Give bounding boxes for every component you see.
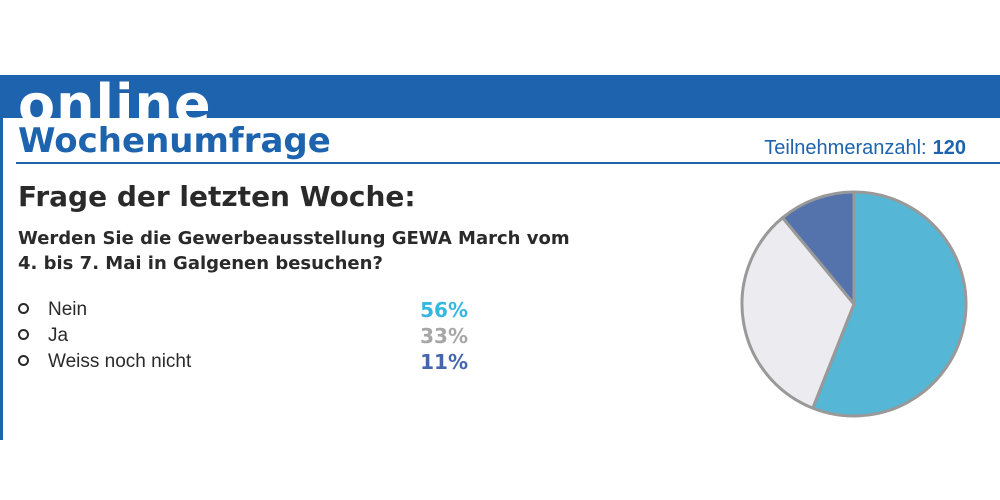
question-heading: Frage der letzten Woche: [18,180,416,213]
answer-percent: 56% [420,298,468,322]
answer-label: Weiss noch nicht [48,351,192,372]
participants-label: Teilnehmeranzahl: [764,137,927,159]
participants-count: Teilnehmeranzahl: 120 [764,136,966,160]
pie-slice-nein [811,190,968,418]
radio-circle-icon[interactable] [18,303,29,314]
question-text: Werden Sie die Gewerbeausstellung GEWA M… [18,228,570,274]
answer-label: Ja [48,325,69,346]
section-title: Wochenumfrage [18,121,331,161]
participants-value: 120 [932,137,966,159]
header-banner: online [0,75,1000,118]
answer-percent: 11% [420,350,468,374]
pie-slice-ja [740,216,856,410]
radio-circle-icon[interactable] [18,329,29,340]
brand-logo: online [18,75,212,119]
answer-option-ja[interactable]: Ja 33% [18,324,468,350]
pie-chart [740,190,968,418]
radio-circle-icon[interactable] [18,355,29,366]
answer-label: Nein [48,299,88,320]
answer-option-weiss-noch-nicht[interactable]: Weiss noch nicht 11% [18,350,468,376]
answer-option-nein[interactable]: Nein 56% [18,298,468,324]
left-rule [0,118,3,440]
answer-percent: 33% [420,324,468,348]
pie-slice-weiss-noch-nicht [781,190,856,306]
header-rule [16,162,1000,164]
answer-list: Nein 56% Ja 33% Weiss noch nicht 11% [18,298,468,376]
